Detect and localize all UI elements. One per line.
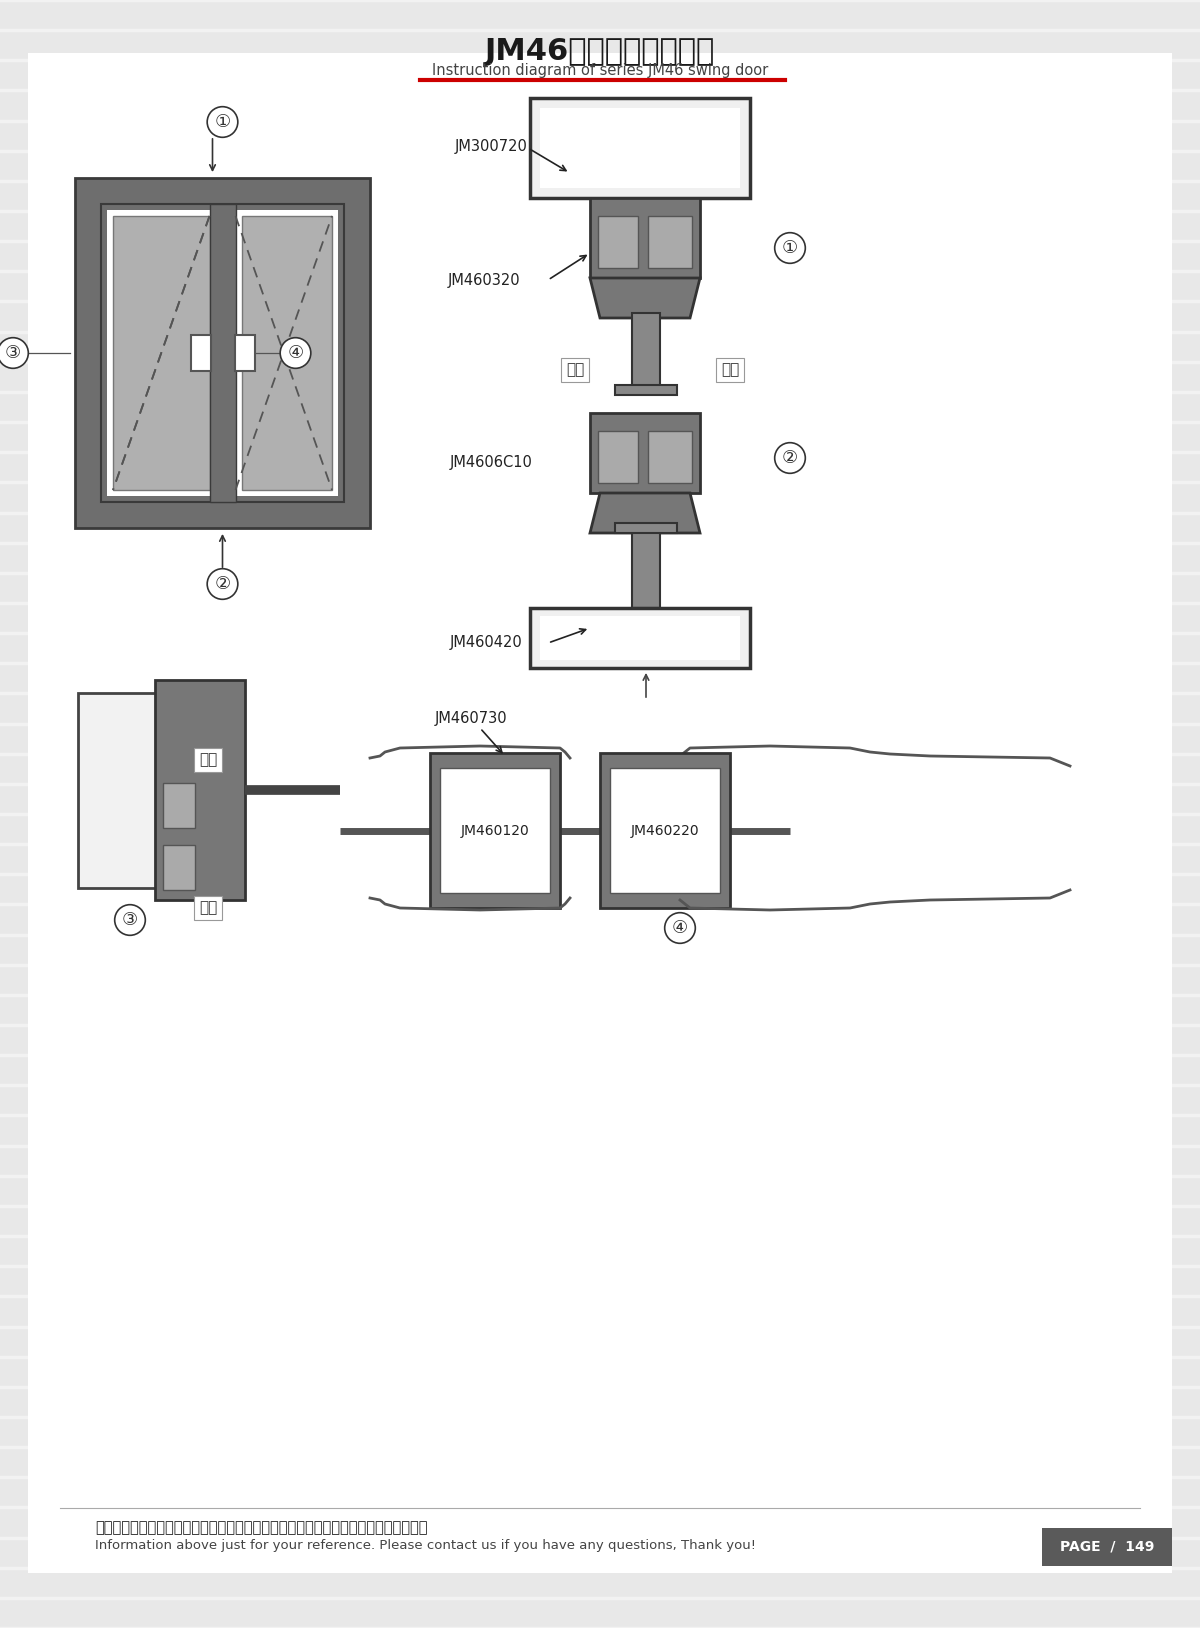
Text: PAGE  /  149: PAGE / 149 [1060, 1540, 1154, 1555]
Bar [616, 523, 677, 532]
Bar [101, 204, 344, 501]
Text: ④: ④ [672, 918, 688, 938]
Bar [530, 98, 750, 199]
Text: ②: ② [782, 449, 798, 467]
Bar [600, 754, 730, 908]
Bar [440, 768, 550, 894]
Text: JM46系列平开门结构图: JM46系列平开门结构图 [485, 36, 715, 65]
Bar [610, 768, 720, 894]
Bar [598, 217, 638, 269]
Bar [632, 313, 660, 387]
Bar [648, 217, 692, 269]
Bar [113, 217, 210, 490]
Bar [210, 204, 235, 501]
Bar [241, 217, 332, 490]
Text: 室外: 室外 [199, 900, 217, 915]
Polygon shape [590, 278, 700, 317]
Bar [1042, 1529, 1172, 1566]
Bar [598, 431, 638, 484]
Bar [632, 531, 660, 607]
Text: ③: ③ [122, 912, 138, 930]
Bar [430, 754, 560, 908]
Text: JM460420: JM460420 [450, 635, 523, 651]
Bar [648, 431, 692, 484]
Text: JM460320: JM460320 [448, 272, 521, 288]
Text: ②: ② [215, 575, 230, 593]
Bar [78, 694, 158, 887]
Text: ①: ① [782, 239, 798, 257]
Bar [616, 384, 677, 396]
Bar [191, 335, 210, 371]
Text: Instruction diagram of series JM46 swing door: Instruction diagram of series JM46 swing… [432, 62, 768, 78]
Text: 室外: 室外 [721, 363, 739, 378]
Bar [530, 607, 750, 667]
Text: JM300720: JM300720 [455, 138, 528, 153]
Text: 室内: 室内 [199, 752, 217, 767]
Text: JM460730: JM460730 [436, 710, 508, 726]
Bar [234, 335, 254, 371]
Bar [590, 414, 700, 493]
Bar [74, 177, 370, 527]
Bar [155, 681, 245, 900]
Bar [163, 845, 194, 891]
Text: 图中所示型材截面、装配、编号、尺寸及重量仅供参考。如有疑问，请向本公司查询。: 图中所示型材截面、装配、编号、尺寸及重量仅供参考。如有疑问，请向本公司查询。 [95, 1521, 427, 1535]
Bar [590, 199, 700, 278]
Text: JM460120: JM460120 [461, 824, 529, 838]
Bar [540, 615, 740, 659]
Bar [107, 210, 338, 497]
Text: ③: ③ [5, 344, 22, 361]
Text: JM4606C10: JM4606C10 [450, 456, 533, 470]
Text: ④: ④ [288, 344, 304, 361]
Text: Information above just for your reference. Please contact us if you have any que: Information above just for your referenc… [95, 1540, 756, 1553]
Text: JM460220: JM460220 [631, 824, 700, 838]
Polygon shape [590, 493, 700, 532]
Text: ①: ① [215, 112, 230, 130]
Bar [540, 107, 740, 187]
Bar [163, 783, 194, 829]
Text: 室内: 室内 [566, 363, 584, 378]
